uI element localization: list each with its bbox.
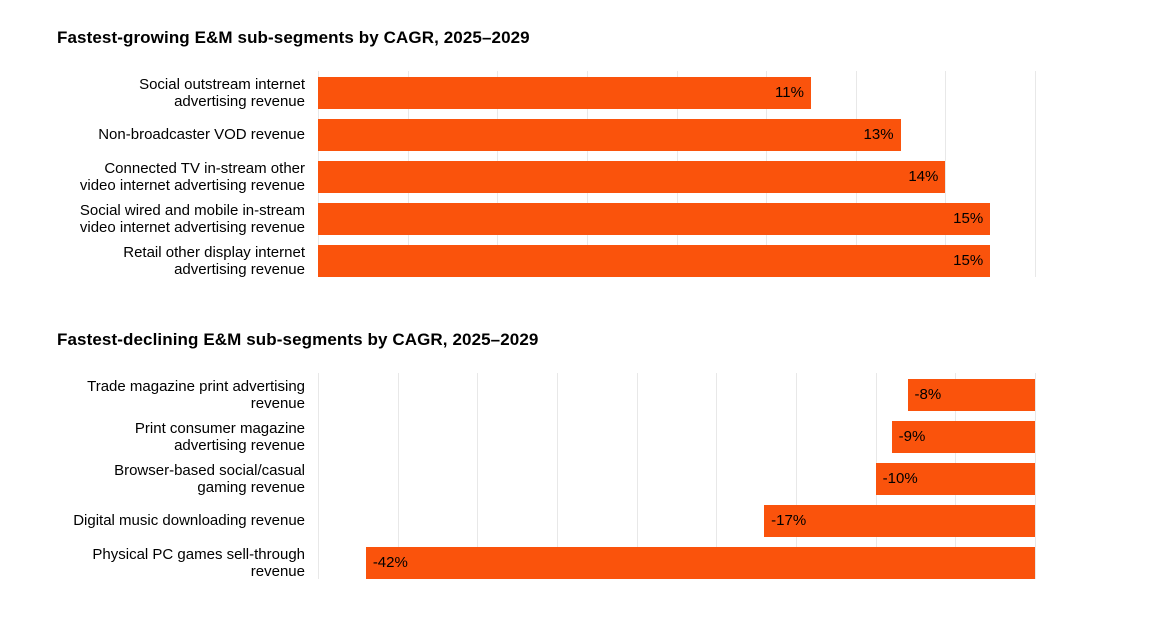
bar: 13% — [318, 119, 901, 151]
chart-title-fastest-declining: Fastest-declining E&M sub-segments by CA… — [57, 330, 539, 349]
plot-area: -9% — [318, 421, 1035, 453]
chart-fastest-declining: Fastest-declining E&M sub-segments by CA… — [57, 330, 1036, 581]
chart-title-fastest-growing: Fastest-growing E&M sub-segments by CAGR… — [57, 28, 530, 47]
category-label: Print consumer magazine advertising reve… — [134, 419, 305, 455]
plot-area: -17% — [318, 505, 1035, 537]
bar: 15% — [318, 245, 991, 277]
plot-area: 15% — [318, 203, 1035, 235]
chart-fastest-growing: Fastest-growing E&M sub-segments by CAGR… — [57, 28, 1036, 279]
bar: -8% — [907, 379, 1035, 411]
plot-area: -8% — [318, 379, 1035, 411]
value-label: 13% — [863, 126, 894, 143]
bar-row: Browser-based social/casual gaming reven… — [57, 461, 1035, 497]
bar: -9% — [891, 421, 1035, 453]
grid-line — [1035, 373, 1036, 579]
plot-area: 11% — [318, 77, 1035, 109]
bar-row: Social wired and mobile in-stream video … — [57, 201, 1035, 237]
category-label: Trade magazine print advertising revenue — [87, 377, 305, 413]
plot-area: 14% — [318, 161, 1035, 193]
bar: -10% — [875, 463, 1035, 495]
category-label: Connected TV in-stream other video inter… — [79, 159, 305, 195]
chart-rows: Trade magazine print advertising revenue… — [57, 373, 1036, 581]
bar-row: Physical PC games sell-through revenue -4… — [57, 545, 1035, 581]
bar: -42% — [365, 547, 1035, 579]
category-label: Digital music downloading revenue — [73, 512, 305, 530]
plot-area: 13% — [318, 119, 1035, 151]
category-label: Non-broadcaster VOD revenue — [98, 126, 305, 144]
plot-area: -10% — [318, 463, 1035, 495]
value-label: -42% — [372, 554, 408, 571]
value-label: 11% — [775, 84, 804, 101]
category-label: Social outstream internet advertising re… — [139, 75, 305, 111]
category-label: Browser-based social/casual gaming reven… — [114, 461, 305, 497]
value-label: 15% — [953, 210, 984, 227]
value-label: -9% — [898, 428, 926, 445]
chart-rows: Social outstream internet advertising re… — [57, 71, 1036, 279]
bar-row: Non-broadcaster VOD revenue 13% — [57, 119, 1035, 151]
bar-row: Connected TV in-stream other video inter… — [57, 159, 1035, 195]
category-label: Physical PC games sell-through revenue — [92, 545, 305, 581]
bar-row: Trade magazine print advertising revenue… — [57, 377, 1035, 413]
bar: 14% — [318, 161, 946, 193]
value-label: -10% — [882, 470, 918, 487]
plot-area: -42% — [318, 547, 1035, 579]
bar-row: Print consumer magazine advertising reve… — [57, 419, 1035, 455]
bar: 15% — [318, 203, 991, 235]
bar-row: Social outstream internet advertising re… — [57, 75, 1035, 111]
value-label: 15% — [953, 252, 984, 269]
value-label: -17% — [771, 512, 807, 529]
bar-row: Digital music downloading revenue -17% — [57, 505, 1035, 537]
bar: -17% — [764, 505, 1035, 537]
plot-area: 15% — [318, 245, 1035, 277]
bar-row: Retail other display internet advertisin… — [57, 243, 1035, 279]
category-label: Social wired and mobile in-stream video … — [79, 201, 305, 237]
category-label: Retail other display internet advertisin… — [123, 243, 305, 279]
value-label: 14% — [908, 168, 939, 185]
value-label: -8% — [914, 386, 942, 403]
grid-line — [1035, 71, 1036, 277]
bar: 11% — [318, 77, 811, 109]
